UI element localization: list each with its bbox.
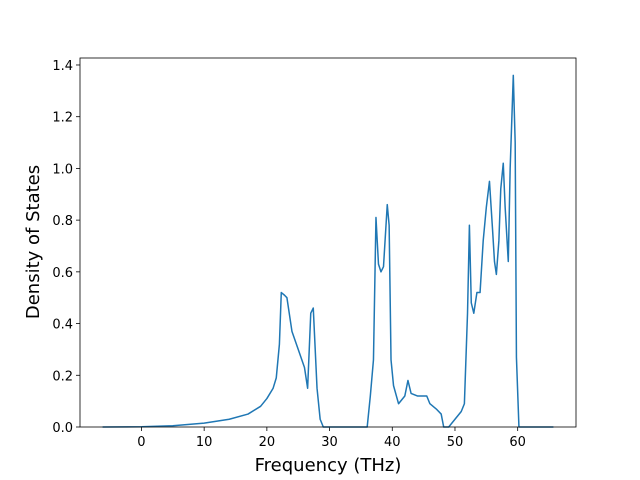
x-axis-label: Frequency (THz): [255, 455, 402, 476]
x-tick-label: 50: [447, 435, 464, 450]
x-tick-label: 40: [384, 435, 401, 450]
y-tick-label: 0.2: [52, 369, 73, 384]
y-tick-label: 1.4: [52, 59, 73, 74]
x-tick-label: 60: [509, 435, 526, 450]
y-tick-label: 0.6: [52, 266, 73, 281]
y-tick-label: 0.8: [52, 214, 73, 229]
y-tick-label: 1.0: [52, 162, 73, 177]
x-tick-label: 0: [137, 435, 145, 450]
x-tick-label: 20: [259, 435, 276, 450]
x-tick-label: 30: [321, 435, 338, 450]
y-tick-label: 0.0: [52, 421, 73, 436]
y-axis-label: Density of States: [23, 165, 44, 319]
y-tick-label: 1.2: [52, 111, 73, 126]
line-series: [102, 74, 554, 428]
x-tick-label: 10: [196, 435, 213, 450]
y-tick-label: 0.4: [52, 318, 73, 333]
axes-frame: [79, 57, 577, 428]
